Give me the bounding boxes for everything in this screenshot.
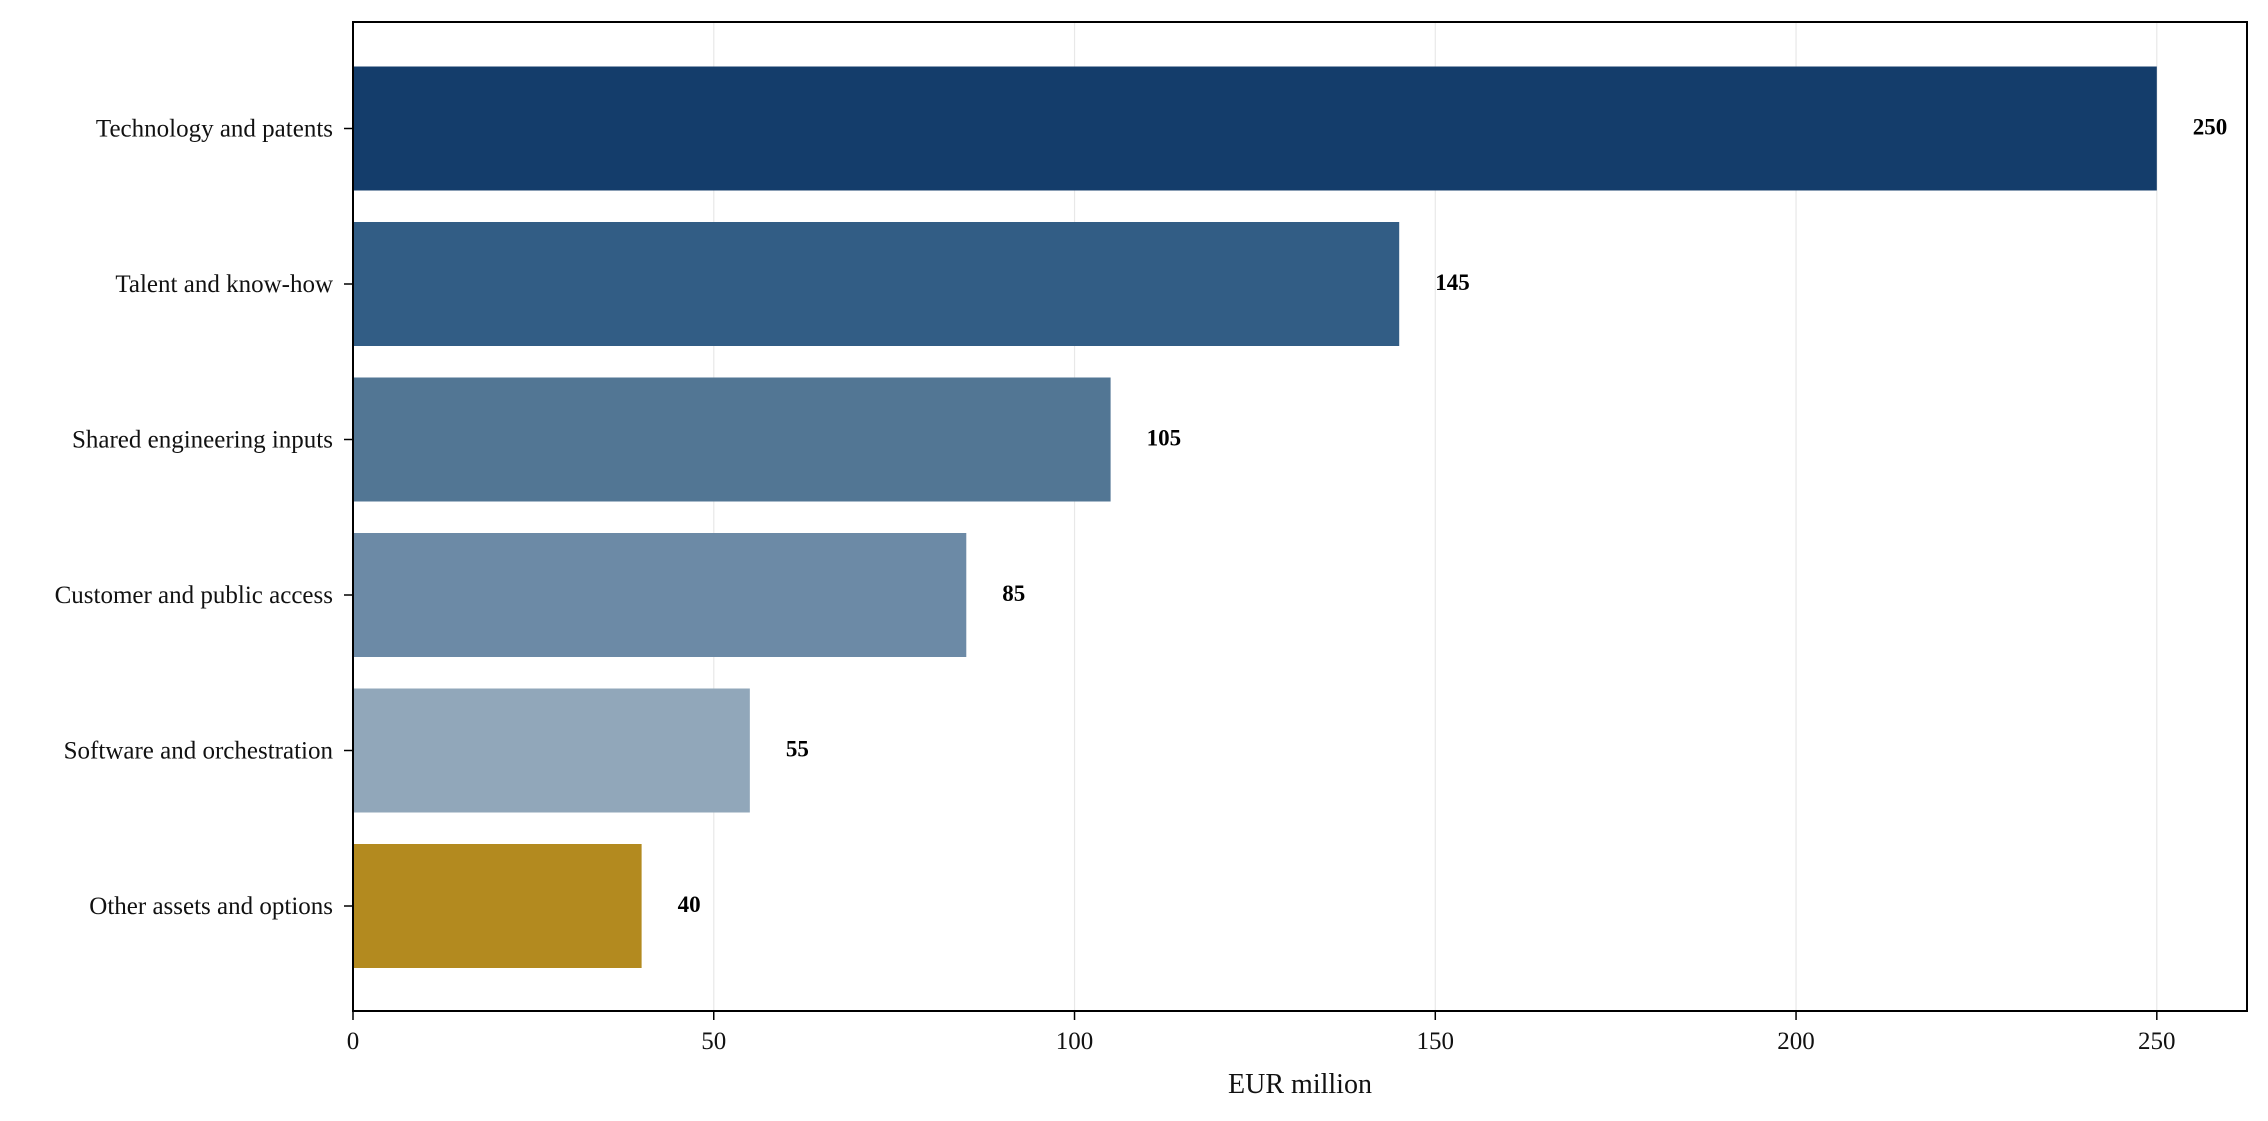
x-tick-label: 250 <box>2138 1028 2176 1055</box>
y-tick-label: Shared engineering inputs <box>72 427 333 454</box>
x-tick-label: 100 <box>1056 1028 1094 1055</box>
x-axis: 0 50 100 150 200 250 <box>347 1011 2176 1055</box>
x-tick-label: 150 <box>1417 1028 1455 1055</box>
y-tick-label: Customer and public access <box>55 582 333 609</box>
data-label: 250 <box>2193 115 2228 140</box>
x-tick-label: 200 <box>1777 1028 1815 1055</box>
bar <box>353 66 2157 191</box>
data-label: 105 <box>1147 426 1182 451</box>
y-tick-label: Other assets and options <box>89 893 333 920</box>
y-tick-label: Technology and patents <box>96 116 333 143</box>
y-tick-label: Talent and know-how <box>115 271 333 298</box>
data-label: 40 <box>678 892 701 917</box>
x-tick-label: 0 <box>347 1028 360 1055</box>
bar <box>353 377 1111 502</box>
bar <box>353 222 1400 346</box>
bars: 250 145 105 85 55 40 <box>353 66 2228 968</box>
x-axis-label: EUR million <box>1228 1069 1372 1100</box>
bar <box>353 533 967 657</box>
bar <box>353 688 750 813</box>
y-axis: Technology and patents Talent and know-ho… <box>55 116 353 920</box>
plot-frame <box>352 21 2248 1012</box>
data-label: 85 <box>1002 581 1025 606</box>
x-tick-label: 50 <box>701 1028 726 1055</box>
data-label: 145 <box>1435 270 1470 295</box>
bar <box>353 844 642 968</box>
data-label: 55 <box>786 737 809 762</box>
y-tick-label: Software and orchestration <box>64 738 334 765</box>
